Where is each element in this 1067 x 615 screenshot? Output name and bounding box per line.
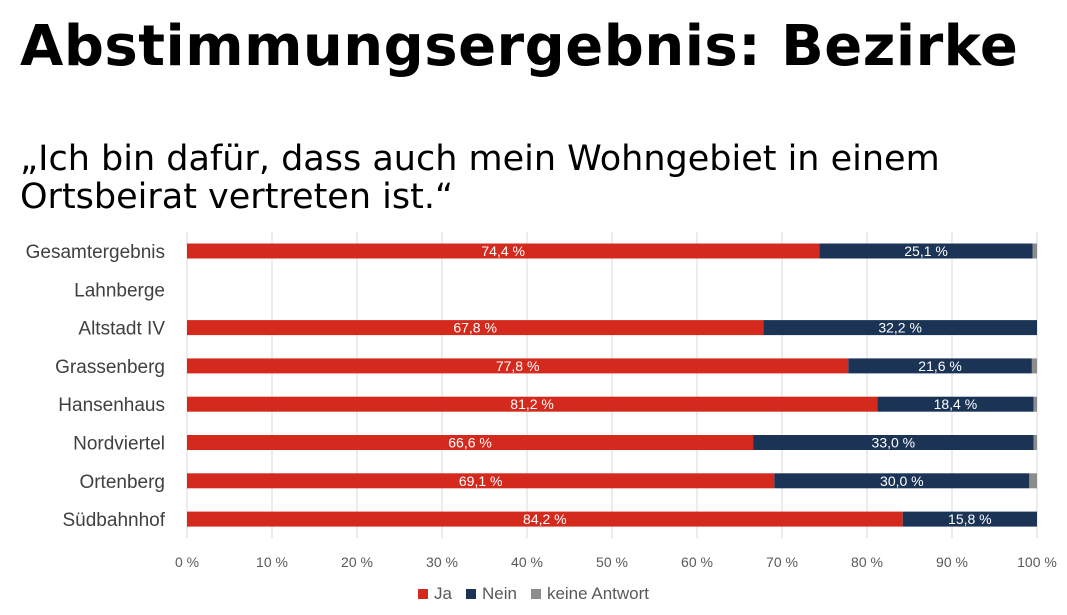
x-tick-label: 0 % (175, 554, 199, 570)
category-label: Südbahnhof (63, 510, 166, 531)
data-label: 30,0 % (880, 473, 924, 489)
bar-segment (187, 396, 878, 412)
data-label: 15,8 % (948, 511, 992, 527)
legend-item: Ja (418, 584, 452, 604)
category-label: Nordviertel (73, 434, 165, 455)
bar-segment (763, 320, 1037, 336)
bar-segment (877, 396, 1034, 412)
category-label: Ortenberg (79, 472, 165, 493)
x-tick-label: 50 % (596, 554, 628, 570)
category-label: Gesamtergebnis (26, 242, 165, 263)
question-text: „Ich bin dafür, dass auch mein Wohngebie… (20, 139, 940, 217)
data-label: 18,4 % (934, 396, 978, 412)
data-label: 32,2 % (878, 320, 922, 336)
page-title: Abstimmungsergebnis: Bezirke (20, 14, 1019, 79)
data-label: 77,8 % (496, 358, 540, 374)
bar-segment (1033, 396, 1037, 412)
category-label: Hansenhaus (58, 395, 165, 416)
bar-segment (187, 473, 775, 489)
bars (187, 243, 1037, 527)
bar-segment (753, 435, 1034, 450)
data-label: 74,4 % (481, 243, 525, 259)
category-label: Grassenberg (55, 357, 165, 378)
legend-label: Nein (481, 584, 517, 603)
data-label: 66,6 % (448, 435, 492, 451)
bar-segment (848, 358, 1032, 374)
x-tick-label: 70 % (766, 554, 798, 570)
legend-swatch (465, 589, 476, 599)
x-tick-label: 100 % (1017, 554, 1057, 570)
bar-segment (1031, 358, 1037, 374)
data-label: 69,1 % (459, 473, 503, 489)
bar-segment (902, 511, 1037, 527)
data-label: 81,2 % (510, 396, 554, 412)
category-label: Lahnberge (74, 280, 165, 301)
legend-swatch (418, 589, 428, 599)
data-label: 25,1 % (904, 243, 948, 259)
data-label: 67,8 % (453, 320, 497, 336)
bar-segment (187, 435, 754, 450)
bar-segment (187, 511, 903, 527)
data-label: 84,2 % (523, 511, 567, 527)
data-label: 33,0 % (872, 435, 916, 451)
bar-segment (187, 243, 820, 259)
legend-label: Ja (434, 584, 452, 603)
x-tick-label: 90 % (936, 554, 968, 570)
bar-segment (187, 358, 849, 374)
legend-label: keine Antwort (546, 584, 649, 603)
x-tick-label: 80 % (851, 554, 883, 570)
bar-segment (1033, 435, 1037, 450)
labels: 0 % 10 % 20 % 30 % 40 % 50 % 60 % 70 % 80 % 90 % 1… (26, 242, 1057, 570)
category-label: Altstadt IV (78, 319, 165, 340)
legend-item: Nein (465, 584, 517, 604)
legend-item: keine Antwort (530, 584, 649, 604)
legend-swatch (530, 589, 541, 599)
data-label: 21,6 % (918, 358, 962, 374)
x-tick-label: 20 % (341, 554, 373, 570)
bar-segment (187, 320, 764, 336)
bar-segment (774, 473, 1030, 489)
gridlines (186, 232, 1038, 538)
chart-legend: Ja Nein keine Antwort (0, 584, 1067, 604)
bar-segment (1032, 243, 1037, 259)
x-tick-label: 60 % (681, 554, 713, 570)
x-tick-label: 40 % (511, 554, 543, 570)
bar-segment (819, 243, 1033, 259)
x-tick-label: 10 % (256, 554, 288, 570)
x-tick-label: 30 % (426, 554, 458, 570)
bar-segment (1029, 473, 1037, 489)
